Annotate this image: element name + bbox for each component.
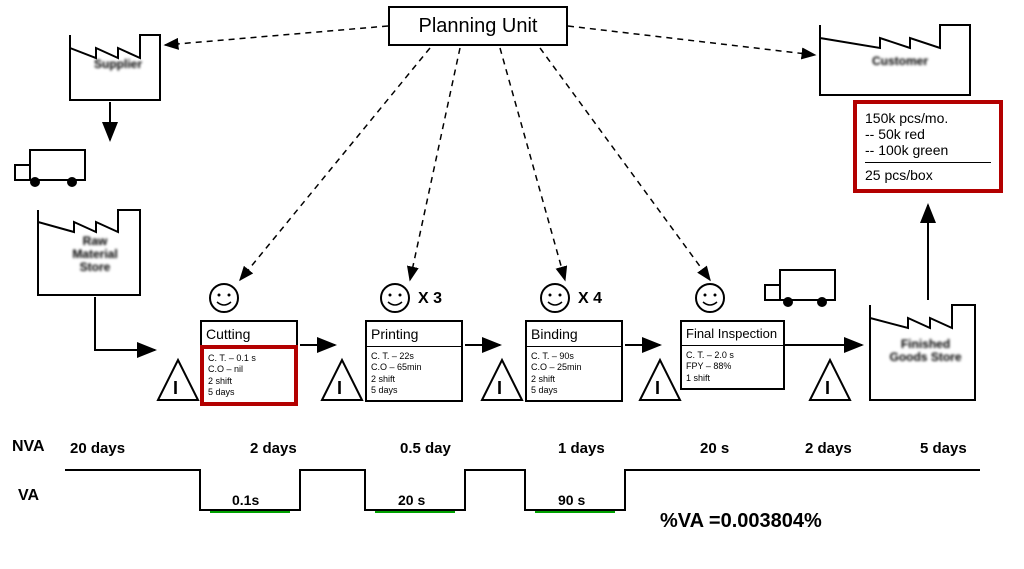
raw-store-label: Raw Material Store xyxy=(60,235,130,275)
mult-printing: X 3 xyxy=(418,290,442,308)
customer-data-box: 150k pcs/mo. -- 50k red -- 100k green 25… xyxy=(853,100,1003,193)
cust-line1: 150k pcs/mo. xyxy=(865,110,991,126)
va-1: 20 s xyxy=(398,492,425,508)
printing-details: C. T. – 22s C.O – 65min 2 shift 5 days xyxy=(367,347,461,400)
process-binding: Binding C. T. – 90s C.O – 25min 2 shift … xyxy=(525,320,623,402)
nva-4: 20 s xyxy=(700,440,729,457)
inv-i-2: I xyxy=(337,378,342,399)
vsm-diagram: { "type": "flowchart", "title": "Plannin… xyxy=(0,0,1024,569)
cust-line2: -- 50k red xyxy=(865,126,991,142)
planning-unit-label: Planning Unit xyxy=(419,15,538,38)
va-2: 90 s xyxy=(558,492,585,508)
inv-i-5: I xyxy=(825,378,830,399)
va-0: 0.1s xyxy=(232,492,259,508)
customer-label: Customer xyxy=(865,55,935,68)
binding-details: C. T. – 90s C.O – 25min 2 shift 5 days xyxy=(527,347,621,400)
inv-i-3: I xyxy=(497,378,502,399)
final-title: Final Inspection xyxy=(682,322,783,346)
percent-va: %VA =0.003804% xyxy=(660,510,822,533)
nva-6: 5 days xyxy=(920,440,967,457)
nva-2: 0.5 day xyxy=(400,440,451,457)
operator-printing xyxy=(381,284,409,312)
cust-line3: -- 100k green xyxy=(865,142,991,158)
operator-binding xyxy=(541,284,569,312)
inv-i-4: I xyxy=(655,378,660,399)
timeline-ladder xyxy=(65,470,980,510)
cutting-details: C. T. – 0.1 s C.O – nil 2 shift 5 days xyxy=(200,345,298,406)
mult-binding: X 4 xyxy=(578,290,602,308)
nva-5: 2 days xyxy=(805,440,852,457)
nva-1: 2 days xyxy=(250,440,297,457)
binding-title: Binding xyxy=(527,322,621,347)
cutting-title: Cutting xyxy=(202,322,296,347)
nva-3: 1 days xyxy=(558,440,605,457)
final-details: C. T. – 2.0 s FPY – 88% 1 shift xyxy=(682,346,783,388)
va-label: VA xyxy=(18,487,39,505)
truck-ship xyxy=(765,270,835,307)
nva-label: NVA xyxy=(12,438,45,456)
nva-0: 20 days xyxy=(70,440,125,457)
truck-supply xyxy=(15,150,85,187)
diagram-svg xyxy=(0,0,1024,569)
printing-title: Printing xyxy=(367,322,461,347)
finished-store-label: Finished Goods Store xyxy=(888,338,963,364)
process-cutting: Cutting C. T. – 0.1 s C.O – nil 2 shift … xyxy=(200,320,298,406)
operator-final xyxy=(696,284,724,312)
process-final: Final Inspection C. T. – 2.0 s FPY – 88%… xyxy=(680,320,785,390)
supplier-label: Supplier xyxy=(88,58,148,71)
operator-cutting xyxy=(210,284,238,312)
cust-line4: 25 pcs/box xyxy=(865,167,991,183)
process-printing: Printing C. T. – 22s C.O – 65min 2 shift… xyxy=(365,320,463,402)
planning-unit: Planning Unit xyxy=(388,6,568,46)
inv-i-1: I xyxy=(173,378,178,399)
